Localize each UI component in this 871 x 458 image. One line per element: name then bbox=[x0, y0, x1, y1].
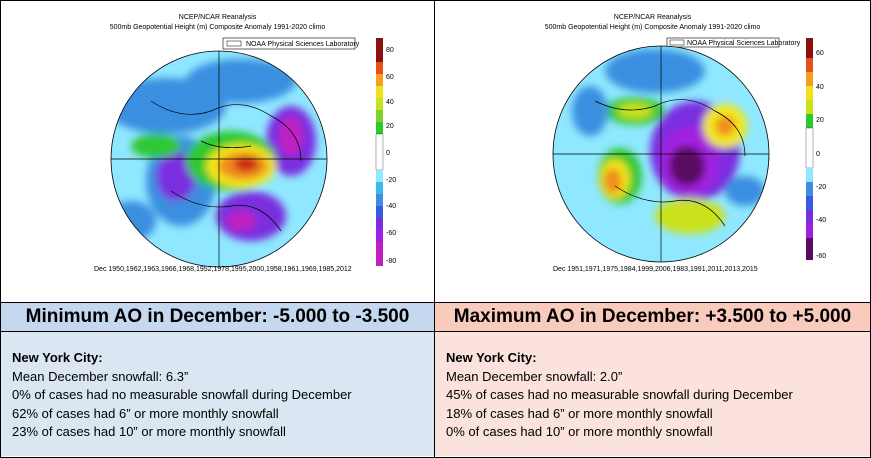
right-tick-0: 60 bbox=[816, 50, 824, 57]
right-credit-box bbox=[666, 37, 780, 48]
left-composite-years: Dec 1950,1962,1963,1966,1968,1952,1978,1… bbox=[94, 266, 352, 273]
right-tick-4: -20 bbox=[816, 184, 826, 191]
right-tick-5: -40 bbox=[816, 217, 826, 224]
left-stat-line: 0% of cases had no measurable snowfall d… bbox=[12, 387, 352, 402]
left-credit-box bbox=[222, 37, 356, 50]
left-stat-line: 62% of cases had 6” or more monthly snow… bbox=[12, 405, 279, 421]
right-stats-panel: New York City: Mean December snowfall: 2… bbox=[435, 332, 870, 456]
column-divider bbox=[434, 0, 435, 458]
left-tick-3: 20 bbox=[386, 123, 394, 130]
left-map-title: NCEP/NCAR Reanalysis bbox=[178, 14, 257, 21]
right-tick-6: -60 bbox=[816, 253, 826, 260]
left-header-text: Minimum AO in December: -5.000 to -3.500 bbox=[25, 306, 410, 327]
right-credit-text: NOAA Physical Sciences Laboratory bbox=[687, 40, 801, 47]
right-header: Maximum AO in December: +3.500 to +5.000 bbox=[435, 303, 870, 331]
right-map-panel: NCEP/NCAR Reanalysis 500mb Geopotential … bbox=[435, 1, 870, 302]
left-tick-6: -40 bbox=[386, 203, 396, 210]
left-stat-line: 23% of cases had 10” or more monthly sno… bbox=[12, 424, 286, 439]
right-tick-1: 40 bbox=[816, 84, 824, 91]
left-tick-7: -60 bbox=[386, 230, 396, 237]
left-colorbar: 80 60 40 20 0 -20 -40 -60 -80 bbox=[375, 38, 396, 266]
left-header: Minimum AO in December: -5.000 to -3.500 bbox=[1, 303, 434, 331]
left-tick-0: 80 bbox=[386, 47, 394, 54]
right-header-text: Maximum AO in December: +3.500 to +5.000 bbox=[453, 306, 852, 327]
right-tick-2: 20 bbox=[816, 117, 824, 124]
row-divider bbox=[0, 302, 871, 303]
left-map-subtitle: 500mb Geopotential Height (m) Composite … bbox=[109, 24, 326, 31]
right-stat-line: Mean December snowfall: 2.0” bbox=[446, 368, 623, 384]
noaa-logo-icon bbox=[226, 40, 242, 47]
left-stats-panel: New York City: Mean December snowfall: 6… bbox=[1, 332, 434, 456]
right-anomaly-map: NOAA Physical Sciences Laboratory bbox=[552, 37, 826, 263]
left-tick-5: -20 bbox=[386, 177, 396, 184]
right-stat-line: 18% of cases had 6” or more monthly snow… bbox=[446, 405, 713, 421]
right-map-title: NCEP/NCAR Reanalysis bbox=[613, 14, 692, 21]
left-credit-text: NOAA Physical Sciences Laboratory bbox=[246, 41, 360, 48]
right-colorbar: 60 40 20 0 -20 -40 -60 bbox=[805, 38, 826, 260]
right-map-subtitle: 500mb Geopotential Height (m) Composite … bbox=[544, 24, 761, 31]
right-stat-line: 0% of cases had 10” or more monthly snow… bbox=[446, 424, 713, 439]
left-tick-1: 60 bbox=[386, 74, 394, 81]
row-divider bbox=[0, 331, 871, 332]
left-anomaly-map: NOAA Physical Sciences Laboratory bbox=[110, 37, 396, 268]
left-tick-4: 0 bbox=[386, 150, 390, 157]
left-tick-8: -80 bbox=[386, 258, 396, 265]
left-map-panel: NCEP/NCAR Reanalysis 500mb Geopotential … bbox=[1, 1, 434, 302]
right-city-label: New York City: bbox=[446, 350, 537, 365]
left-city-label: New York City: bbox=[12, 350, 103, 365]
noaa-logo-icon bbox=[669, 39, 685, 46]
left-tick-2: 40 bbox=[386, 99, 394, 106]
left-stat-line: Mean December snowfall: 6.3” bbox=[12, 368, 189, 384]
right-tick-3: 0 bbox=[816, 151, 820, 158]
right-stat-line: 45% of cases had no measurable snowfall … bbox=[446, 387, 793, 402]
right-composite-years: Dec 1951,1971,1975,1984,1999,2006,1983,1… bbox=[553, 266, 758, 273]
